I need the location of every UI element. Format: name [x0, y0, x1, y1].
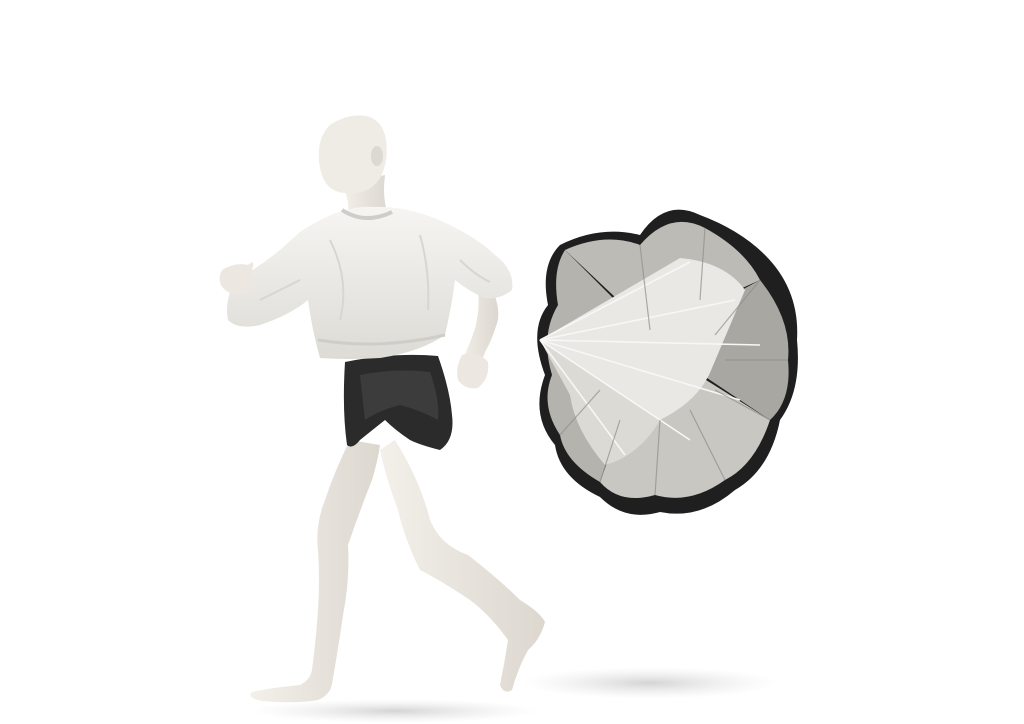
- back-leg: [380, 440, 545, 692]
- shorts-highlight: [360, 370, 439, 420]
- front-hand: [219, 262, 254, 295]
- back-hand: [457, 353, 489, 389]
- head: [318, 115, 387, 194]
- parachute-suspension-lines: [539, 261, 761, 456]
- parachute-ground-shadow: [522, 667, 778, 699]
- parachute-inner-cone-lower: [540, 340, 660, 465]
- ear: [371, 146, 383, 166]
- runner-ground-shadow: [250, 699, 540, 723]
- parachute: [537, 209, 798, 515]
- sweatshirt-collar: [340, 208, 393, 220]
- sweatshirt-folds: [259, 234, 491, 321]
- parachute-inner-cone: [540, 258, 745, 420]
- front-leg: [250, 440, 380, 703]
- runner-mannequin: [219, 115, 545, 703]
- sweatshirt: [227, 206, 513, 359]
- parachute-panel-seams: [559, 227, 788, 496]
- sweatshirt-hem: [317, 333, 446, 346]
